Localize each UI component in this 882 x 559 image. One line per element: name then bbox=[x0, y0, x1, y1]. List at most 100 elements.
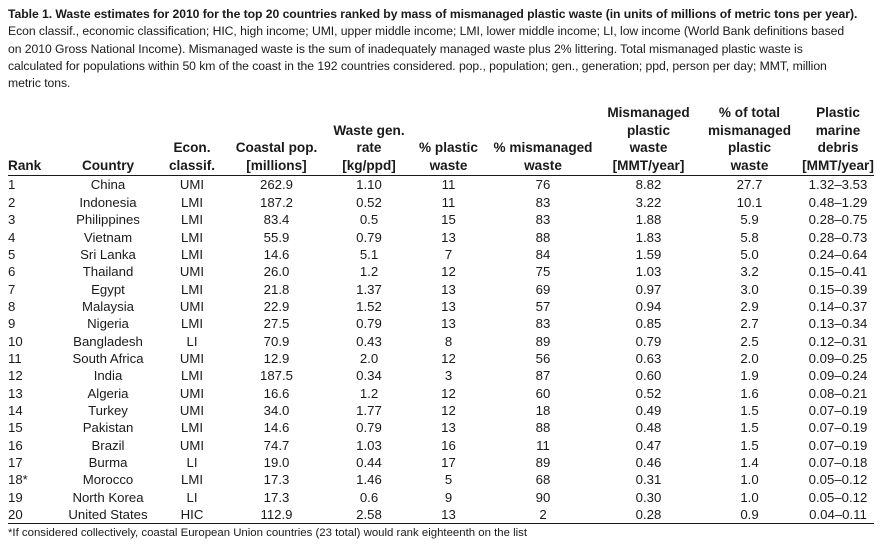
table-row: 20 United States HIC 112.9 2.58 13 2 0.28 0.9 0.0… bbox=[8, 506, 874, 525]
column-header-line: marine bbox=[815, 122, 861, 138]
column-header-line: [millions] bbox=[246, 157, 307, 173]
cell-rank: 9 bbox=[8, 316, 16, 332]
cell-pop: 74.7 bbox=[263, 437, 290, 453]
column-header-line: classif. bbox=[168, 157, 216, 173]
cell-wastegen: 2.0 bbox=[359, 350, 379, 366]
cell-pctplastic: 13 bbox=[441, 281, 456, 297]
cell-country: Philippines bbox=[76, 212, 140, 228]
cell-wastegen: 0.44 bbox=[356, 454, 382, 470]
cell-debris: 1.32–3.53 bbox=[808, 177, 868, 193]
table-row: 11 South Africa UMI 12.9 2.0 12 56 0.63 2.0 0.09–… bbox=[8, 350, 874, 367]
column-header-line: waste bbox=[524, 157, 562, 173]
cell-pcttotal: 1.4 bbox=[740, 454, 759, 470]
cell-wastegen: 0.79 bbox=[356, 316, 382, 332]
cell-country: Morocco bbox=[82, 472, 134, 488]
cell-econ: UMI bbox=[179, 385, 205, 401]
cell-pop: 17.3 bbox=[263, 472, 290, 488]
cell-pop: 12.9 bbox=[263, 350, 290, 366]
cell-pcttotal: 2.7 bbox=[740, 316, 759, 332]
cell-pctmis: 83 bbox=[535, 316, 551, 332]
cell-pop: 112.9 bbox=[226, 506, 327, 525]
cell-pcttotal: 3.2 bbox=[740, 264, 759, 280]
cell-pop: 55.9 bbox=[263, 229, 290, 245]
cell-pcttotal: 5.9 bbox=[740, 212, 759, 228]
cell-pctmis: 84 bbox=[535, 246, 551, 262]
cell-econ: UMI bbox=[179, 264, 205, 280]
cell-wastegen: 0.79 bbox=[356, 229, 382, 245]
cell-country: Thailand bbox=[82, 264, 134, 280]
table-row: 9 Nigeria LMI 27.5 0.79 13 83 0.85 2.7 0.13–0.34 bbox=[8, 315, 874, 332]
column-header-line: rate bbox=[356, 140, 382, 156]
cell-mis: 0.28 bbox=[600, 506, 697, 525]
table-row: 12 India LMI 187.5 0.34 3 87 0.60 1.9 0.09–0.24 bbox=[8, 367, 874, 384]
cell-rank: 2 bbox=[8, 194, 16, 210]
cell-rank: 10 bbox=[8, 333, 23, 349]
cell-mis: 0.85 bbox=[635, 316, 662, 332]
cell-wastegen: 1.46 bbox=[356, 472, 382, 488]
column-header-line: % plastic bbox=[419, 140, 478, 156]
cell-wastegen: 0.34 bbox=[356, 368, 382, 384]
cell-debris: 0.08–0.21 bbox=[808, 385, 868, 401]
column-header-line: mismanaged bbox=[707, 122, 792, 138]
column-header-pctplastic: % plastic waste bbox=[411, 104, 486, 177]
cell-wastegen: 1.52 bbox=[356, 298, 382, 314]
cell-pctplastic: 12 bbox=[441, 402, 456, 418]
cell-debris: 0.07–0.18 bbox=[808, 454, 868, 470]
cell-debris: 0.05–0.12 bbox=[808, 489, 868, 505]
cell-rank: 14 bbox=[8, 402, 23, 418]
cell-country: Nigeria bbox=[87, 316, 129, 332]
caption-line: on 2010 Gross National Income). Mismanag… bbox=[8, 41, 803, 56]
cell-wastegen: 1.2 bbox=[359, 385, 379, 401]
cell-country: Pakistan bbox=[82, 420, 134, 436]
cell-pctmis: 18 bbox=[535, 402, 551, 418]
cell-rank: 5 bbox=[8, 246, 16, 262]
cell-pcttotal: 5.0 bbox=[740, 246, 759, 262]
cell-debris: 0.24–0.64 bbox=[808, 246, 868, 262]
cell-pop: 34.0 bbox=[263, 402, 290, 418]
cell-wastegen: 1.03 bbox=[356, 437, 382, 453]
table-row: 17 Burma LI 19.0 0.44 17 89 0.46 1.4 0.07–0.18 bbox=[8, 454, 874, 471]
cell-pctplastic: 5 bbox=[444, 472, 453, 488]
column-header-mis: Mismanaged plastic waste [MMT/year] bbox=[600, 104, 697, 177]
cell-pctmis: 60 bbox=[535, 385, 551, 401]
cell-debris: 0.48–1.29 bbox=[808, 194, 868, 210]
table-row: 7 Egypt LMI 21.8 1.37 13 69 0.97 3.0 0.15–0.39 bbox=[8, 281, 874, 298]
caption-line: metric tons. bbox=[8, 76, 71, 91]
cell-pctmis: 89 bbox=[535, 333, 551, 349]
cell-econ: UMI bbox=[179, 402, 205, 418]
cell-pcttotal: 1.5 bbox=[740, 420, 759, 436]
cell-pop: 14.6 bbox=[263, 246, 290, 262]
cell-country: United States bbox=[58, 506, 158, 525]
cell-mis: 0.46 bbox=[635, 454, 662, 470]
cell-rank: 11 bbox=[8, 350, 22, 366]
column-header-line: waste bbox=[429, 157, 468, 173]
column-header-line: [MMT/year] bbox=[802, 157, 874, 173]
cell-pctplastic: 13 bbox=[411, 506, 486, 525]
table-footnote: *If considered collectively, coastal Eur… bbox=[8, 527, 527, 540]
cell-debris: 0.12–0.31 bbox=[808, 333, 868, 349]
cell-mis: 1.83 bbox=[635, 229, 662, 245]
cell-debris: 0.09–0.25 bbox=[808, 350, 868, 366]
cell-pctmis: 68 bbox=[535, 472, 551, 488]
cell-pctplastic: 8 bbox=[444, 333, 453, 349]
cell-rank: 20 bbox=[8, 506, 58, 525]
cell-pctmis: 56 bbox=[535, 350, 551, 366]
table-row: 19 North Korea LI 17.3 0.6 9 90 0.30 1.0 0.05–0.1… bbox=[8, 489, 874, 506]
table-row: 5 Sri Lanka LMI 14.6 5.1 7 84 1.59 5.0 0.24–0.64 bbox=[8, 246, 874, 263]
cell-wastegen: 1.2 bbox=[359, 264, 379, 280]
cell-pop: 262.9 bbox=[259, 177, 293, 193]
cell-wastegen: 0.6 bbox=[359, 489, 379, 505]
cell-pctmis: 88 bbox=[535, 229, 551, 245]
cell-pop: 14.6 bbox=[263, 420, 290, 436]
cell-debris: 0.09–0.24 bbox=[808, 368, 868, 384]
cell-pctmis: 83 bbox=[535, 212, 551, 228]
cell-mis: 0.47 bbox=[635, 437, 662, 453]
cell-mis: 0.52 bbox=[635, 385, 662, 401]
cell-pop: 19.0 bbox=[263, 454, 290, 470]
cell-pcttotal: 27.7 bbox=[736, 177, 763, 193]
cell-mis: 1.59 bbox=[635, 246, 662, 262]
column-header-line: Coastal pop. bbox=[235, 140, 318, 156]
cell-pcttotal: 2.0 bbox=[740, 350, 759, 366]
cell-debris: 0.13–0.34 bbox=[808, 316, 868, 332]
